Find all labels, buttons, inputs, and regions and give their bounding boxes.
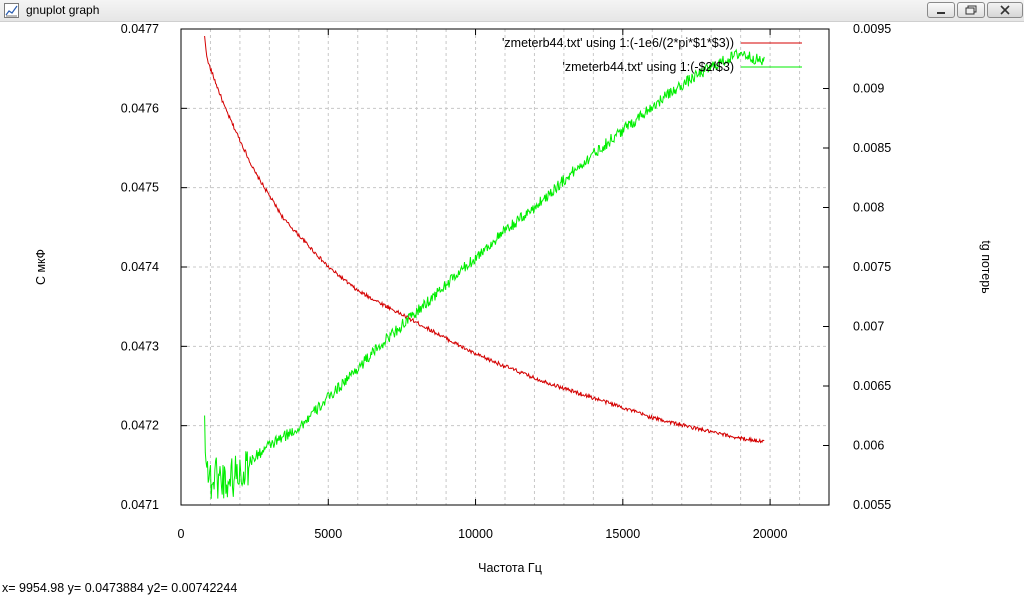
y-tick-label: 0.0476 — [121, 101, 159, 115]
window-titlebar: gnuplot graph — [0, 0, 1024, 22]
series-line-1[interactable] — [204, 35, 765, 444]
y2-tick-label: 0.0075 — [853, 260, 891, 274]
legend-label-1: 'zmeterb44.txt' using 1:(-1e6/(2*pi*$1*$… — [502, 36, 734, 50]
series-line-2[interactable] — [204, 48, 765, 499]
x-axis-label: Частота Гц — [478, 561, 542, 575]
y-tick-label: 0.0472 — [121, 419, 159, 433]
y-tick-label: 0.0475 — [121, 181, 159, 195]
y-tick-label: 0.0471 — [121, 498, 159, 512]
legend-label-2: 'zmeterb44.txt' using 1:(-$2/$3) — [562, 60, 734, 74]
gnuplot-chart[interactable]: 0 5000 10000 15000 20000 0.0471 0.0472 0.0473 0.… — [0, 22, 1024, 578]
y-tick-label: 0.0477 — [121, 22, 159, 36]
window-title: gnuplot graph — [26, 3, 100, 17]
x-tick-label: 20000 — [753, 527, 788, 541]
x-tick-label: 15000 — [605, 527, 640, 541]
y2-tick-label: 0.007 — [853, 320, 884, 334]
close-icon — [1000, 5, 1010, 15]
y2-tick-label: 0.0095 — [853, 22, 891, 36]
x-tick-label: 0 — [178, 527, 185, 541]
minimize-button[interactable] — [927, 2, 955, 18]
y2-tick-label: 0.009 — [853, 82, 884, 96]
y2-tick-label: 0.0085 — [853, 141, 891, 155]
y2-tick-label: 0.0055 — [853, 498, 891, 512]
x-tick-label: 10000 — [458, 527, 493, 541]
y2-tick-label: 0.006 — [853, 439, 884, 453]
y2-tick-label: 0.0065 — [853, 379, 891, 393]
coordinate-readout: x= 9954.98 y= 0.0473884 y2= 0.00742244 — [2, 581, 238, 595]
maximize-icon — [965, 5, 977, 15]
gnuplot-graph-icon — [4, 3, 19, 18]
x-tick-label: 5000 — [314, 527, 342, 541]
y-tick-label: 0.0474 — [121, 260, 159, 274]
y-tick-label: 0.0473 — [121, 339, 159, 353]
minimize-icon — [937, 12, 945, 14]
y2-axis-label: tg потерь — [979, 240, 993, 293]
y2-tick-label: 0.008 — [853, 201, 884, 215]
maximize-button[interactable] — [957, 2, 985, 18]
close-button[interactable] — [987, 2, 1023, 18]
y-axis-label: С мкФ — [34, 249, 48, 285]
